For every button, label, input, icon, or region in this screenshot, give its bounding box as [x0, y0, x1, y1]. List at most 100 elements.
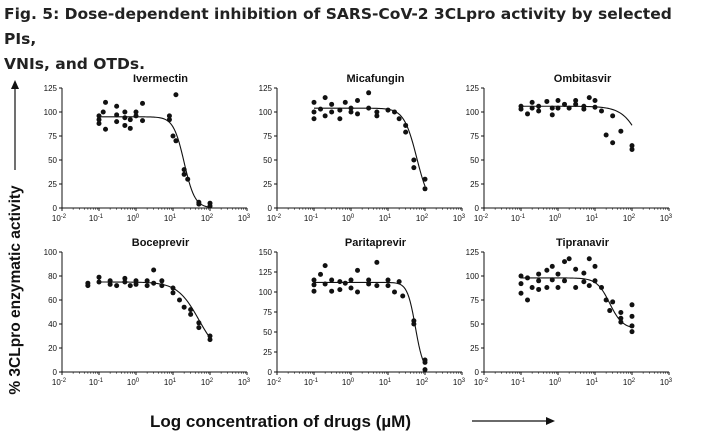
paritaprevir-data-point: [411, 321, 417, 327]
micafungin-data-point: [366, 105, 372, 111]
ivermectin-data-point: [127, 117, 133, 123]
micafungin-data-point: [366, 90, 372, 96]
tipranavir-data-point: [518, 273, 524, 279]
ombitasvir-data-point: [529, 105, 535, 111]
x-axis-label-arrowhead: [546, 417, 555, 425]
boceprevir-data-point: [170, 290, 176, 296]
ivermectin-data-point: [114, 112, 120, 118]
paritaprevir-y-tick-label: 75: [263, 308, 272, 317]
boceprevir-y-tick-label: 80: [48, 272, 57, 281]
ivermectin-data-point: [185, 176, 191, 182]
boceprevir-data-point: [122, 279, 128, 285]
boceprevir-data-point: [159, 283, 165, 289]
paritaprevir-data-point: [422, 367, 428, 373]
micafungin-data-point: [355, 111, 361, 117]
tipranavir-data-point: [586, 256, 592, 262]
tipranavir-data-point: [544, 267, 550, 273]
paritaprevir-data-point: [385, 277, 391, 283]
ombitasvir-x-tick-label: 101: [586, 214, 599, 223]
micafungin-data-point: [348, 109, 354, 115]
micafungin-data-point: [355, 97, 361, 103]
boceprevir-data-point: [151, 280, 157, 286]
micafungin-x-tick-label: 102: [416, 214, 429, 223]
ivermectin-data-point: [140, 118, 146, 124]
paritaprevir-data-point: [355, 267, 361, 273]
figure-title: Fig. 5: Dose-dependent inhibition of SAR…: [4, 2, 694, 77]
ombitasvir-x-tick-label: 10-1: [511, 214, 526, 223]
paritaprevir-data-point: [400, 293, 406, 299]
ivermectin-data-point: [122, 115, 128, 121]
ombitasvir-data-point: [592, 97, 598, 103]
micafungin-y-tick-label: 50: [263, 156, 272, 165]
micafungin-y-tick-label: 125: [259, 84, 273, 93]
ombitasvir-data-point: [549, 112, 555, 118]
ombitasvir-data-point: [573, 97, 579, 103]
paritaprevir-data-point: [329, 277, 335, 283]
paritaprevir-data-point: [396, 279, 402, 285]
ivermectin-data-point: [127, 125, 133, 131]
micafungin-data-point: [322, 95, 328, 101]
ivermectin-y-tick-label: 25: [48, 180, 57, 189]
ivermectin-data-point: [96, 121, 102, 127]
x-axis-label-text: Log concentration of drugs (µM): [150, 412, 411, 431]
boceprevir-data-point: [181, 304, 187, 310]
tipranavir-data-point: [549, 263, 555, 269]
tipranavir-data-point: [555, 285, 561, 291]
boceprevir-y-tick-label: 60: [48, 296, 57, 305]
tipranavir-data-point: [566, 256, 572, 262]
micafungin-data-point: [411, 157, 417, 163]
paritaprevir-data-point: [311, 288, 317, 294]
tipranavir-data-point: [599, 285, 605, 291]
micafungin-x-tick-label: 10-2: [267, 214, 282, 223]
boceprevir-x-tick-label: 103: [238, 378, 251, 387]
ivermectin-data-point: [96, 117, 102, 123]
boceprevir-data-point: [133, 281, 139, 287]
ombitasvir-x-tick-label: 10-2: [474, 214, 489, 223]
tipranavir-y-tick-label: 100: [466, 272, 480, 281]
micafungin-y-tick-label: 25: [263, 180, 272, 189]
boceprevir-x-tick-label: 101: [164, 378, 177, 387]
panel-micafungin: Micafungin 0 25 50 75 100 125 10-2 10-1 100 101 102…: [255, 72, 487, 242]
boceprevir-data-point: [107, 278, 113, 284]
ombitasvir-y-tick-label: 25: [470, 180, 479, 189]
ombitasvir-data-point: [536, 103, 542, 109]
ombitasvir-data-point: [629, 143, 635, 149]
boceprevir-y-tick-label: 40: [48, 320, 57, 329]
tipranavir-data-point: [607, 308, 613, 314]
micafungin-data-point: [374, 113, 380, 119]
micafungin-data-point: [318, 106, 324, 112]
paritaprevir-data-point: [392, 289, 398, 295]
boceprevir-data-point: [188, 311, 194, 317]
boceprevir-data-point: [188, 307, 194, 313]
ivermectin-data-point: [181, 171, 187, 177]
ombitasvir-data-point: [555, 97, 561, 103]
ivermectin-y-tick-label: 50: [48, 156, 57, 165]
boceprevir-data-point: [207, 337, 213, 343]
boceprevir-x-tick-label: 10-2: [52, 378, 67, 387]
boceprevir-data-point: [151, 267, 157, 273]
ivermectin-x-tick-label: 101: [164, 214, 177, 223]
tipranavir-data-point: [592, 263, 598, 269]
ivermectin-y-tick-label: 100: [44, 108, 58, 117]
paritaprevir-data-point: [366, 277, 372, 283]
tipranavir-data-point: [618, 315, 624, 321]
boceprevir-data-point: [114, 283, 120, 289]
ivermectin-data-point: [133, 109, 139, 115]
y-axis-label-text: % 3CLpro enzymatic activity: [7, 185, 24, 395]
chart-micafungin: Micafungin 0 25 50 75 100 125 10-2 10-1 100 101 102…: [259, 73, 466, 223]
ivermectin-y-tick-label: 125: [44, 84, 58, 93]
paritaprevir-data-point: [355, 289, 361, 295]
tipranavir-data-point: [629, 302, 635, 308]
tipranavir-x-tick-label: 10-1: [511, 378, 526, 387]
panel-ivermectin: Ivermectin 0 25 50 75 100 125 10-2 10-1 100 101 102…: [40, 72, 272, 242]
micafungin-title: Micafungin: [346, 73, 404, 85]
ivermectin-data-point: [114, 103, 120, 109]
tipranavir-data-point: [518, 290, 524, 296]
tipranavir-fit-curve: [521, 277, 633, 328]
tipranavir-data-point: [518, 281, 524, 287]
ombitasvir-data-point: [599, 108, 605, 114]
ombitasvir-data-point: [581, 106, 587, 112]
micafungin-data-point: [337, 107, 343, 113]
tipranavir-data-point: [549, 277, 555, 283]
chart-paritaprevir: Paritaprevir 0 25 50 75 100 125 150 10-2 10-1 100 1…: [259, 237, 466, 387]
